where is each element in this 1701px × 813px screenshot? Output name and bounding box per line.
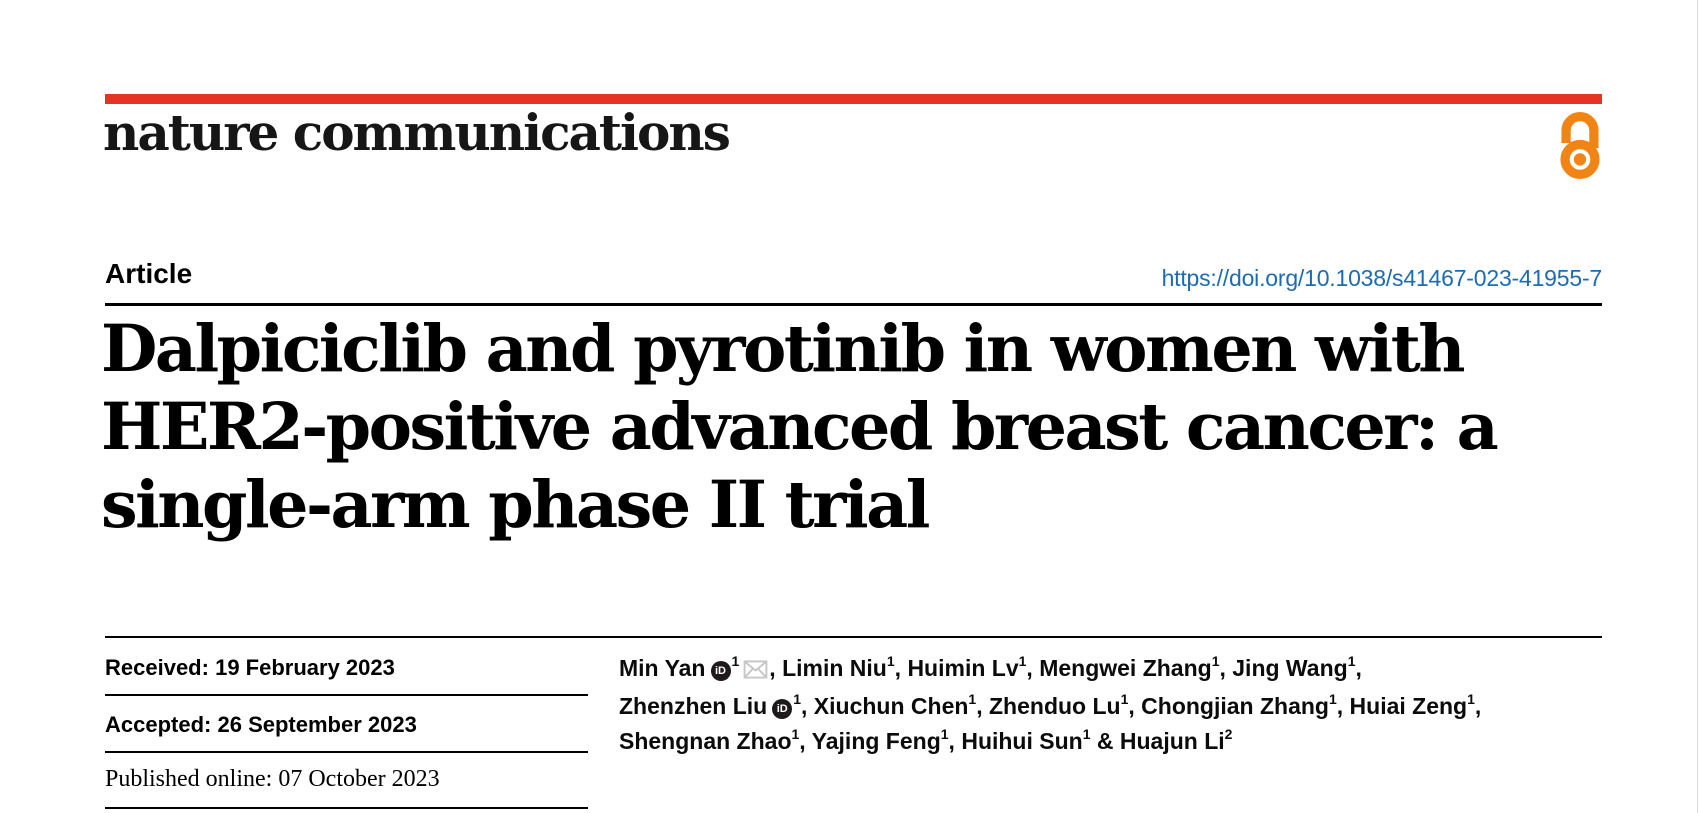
dates-divider — [105, 694, 588, 696]
author-name: Yajing Feng — [811, 728, 941, 754]
author-separator: , — [1336, 693, 1350, 719]
author-name: Huimin Lv — [907, 655, 1019, 681]
received-value: 19 February 2023 — [215, 655, 395, 680]
accepted-date: Accepted: 26 September 2023 — [105, 712, 417, 738]
affiliation-superscript: 1 — [968, 691, 977, 708]
affiliation-superscript: 1 — [793, 691, 802, 708]
dates-divider — [105, 807, 588, 809]
author-name: Limin Niu — [782, 655, 887, 681]
affiliation-superscript: 1 — [940, 726, 949, 743]
journal-logo: nature communications — [103, 103, 731, 162]
dates-divider — [105, 751, 588, 753]
author-line: Shengnan Zhao1, Yajing Feng1, Huihui Sun… — [619, 724, 1639, 759]
dates-top-rule — [105, 636, 1602, 638]
published-label: Published online: — [105, 766, 273, 792]
accepted-value: 26 September 2023 — [217, 712, 417, 737]
published-value: 07 October 2023 — [278, 766, 440, 792]
published-date: Published online: 07 October 2023 — [105, 766, 440, 793]
article-title-line: single-arm phase II trial — [101, 467, 930, 543]
author-separator: , — [894, 655, 908, 681]
affiliation-superscript: 1 — [1467, 691, 1475, 708]
orcid-icon[interactable]: iD — [710, 661, 731, 681]
author-line: Zhenzhen Liu iD1, Xiuchun Chen1, Zhenduo … — [619, 689, 1639, 724]
author-separator: , — [799, 728, 812, 754]
author-separator: , — [1474, 693, 1482, 719]
affiliation-superscript: 1 — [731, 653, 740, 670]
affiliation-superscript: 1 — [1082, 726, 1091, 743]
article-title-line: Dalpiciclib and pyrotinib in women with — [101, 311, 1466, 387]
author-line: Min Yan iD1, Limin Niu1, Huimin Lv1, Meng… — [619, 651, 1639, 689]
author-name: Xiuchun Chen — [813, 693, 969, 719]
email-icon[interactable] — [743, 654, 768, 689]
received-date: Received: 19 February 2023 — [105, 655, 395, 681]
header-rule — [105, 303, 1602, 306]
author-name: Huajun Li — [1119, 728, 1225, 754]
orcid-icon[interactable]: iD — [772, 699, 793, 719]
author-separator: , — [1026, 655, 1040, 681]
author-name: Min Yan — [619, 655, 706, 681]
author-separator: , — [801, 693, 814, 719]
affiliation-superscript: 1 — [1328, 691, 1337, 708]
affiliation-superscript: 1 — [791, 726, 800, 743]
author-name: Mengwei Zhang — [1039, 655, 1212, 681]
author-separator: & — [1090, 728, 1120, 754]
author-separator: , — [769, 655, 783, 681]
article-type-label: Article — [105, 258, 193, 289]
affiliation-superscript: 1 — [1347, 653, 1356, 670]
affiliation-superscript: 2 — [1224, 726, 1233, 743]
doi-link[interactable]: https://doi.org/10.1038/s41467-023-41955… — [1161, 265, 1603, 291]
affiliation-superscript: 1 — [1211, 653, 1220, 670]
author-name: Zhenduo Lu — [989, 693, 1121, 719]
author-separator: , — [948, 728, 962, 754]
masthead-red-bar — [105, 94, 1602, 104]
author-separator: , — [1219, 655, 1233, 681]
page-edge-border — [1697, 0, 1698, 813]
affiliation-superscript: 1 — [886, 653, 895, 670]
author-separator: , — [1128, 693, 1142, 719]
author-name: Zhenzhen Liu — [619, 693, 768, 719]
author-separator: , — [976, 693, 989, 719]
accepted-label: Accepted: — [105, 712, 212, 737]
article-title: Dalpiciclib and pyrotinib in women with … — [101, 310, 1499, 544]
author-separator: , — [1355, 655, 1362, 681]
open-access-icon — [1557, 111, 1603, 184]
article-title-line: HER2-positive advanced breast cancer: a — [101, 389, 1499, 465]
affiliation-superscript: 1 — [1018, 653, 1027, 670]
received-label: Received: — [105, 655, 209, 680]
author-name: Huiai Zeng — [1349, 693, 1468, 719]
author-block: Min Yan iD1, Limin Niu1, Huimin Lv1, Meng… — [619, 651, 1639, 759]
author-name: Shengnan Zhao — [619, 728, 792, 754]
affiliation-superscript: 1 — [1120, 691, 1129, 708]
author-name: Chongjian Zhang — [1141, 693, 1329, 719]
author-name: Jing Wang — [1232, 655, 1348, 681]
author-name: Huihui Sun — [961, 728, 1083, 754]
